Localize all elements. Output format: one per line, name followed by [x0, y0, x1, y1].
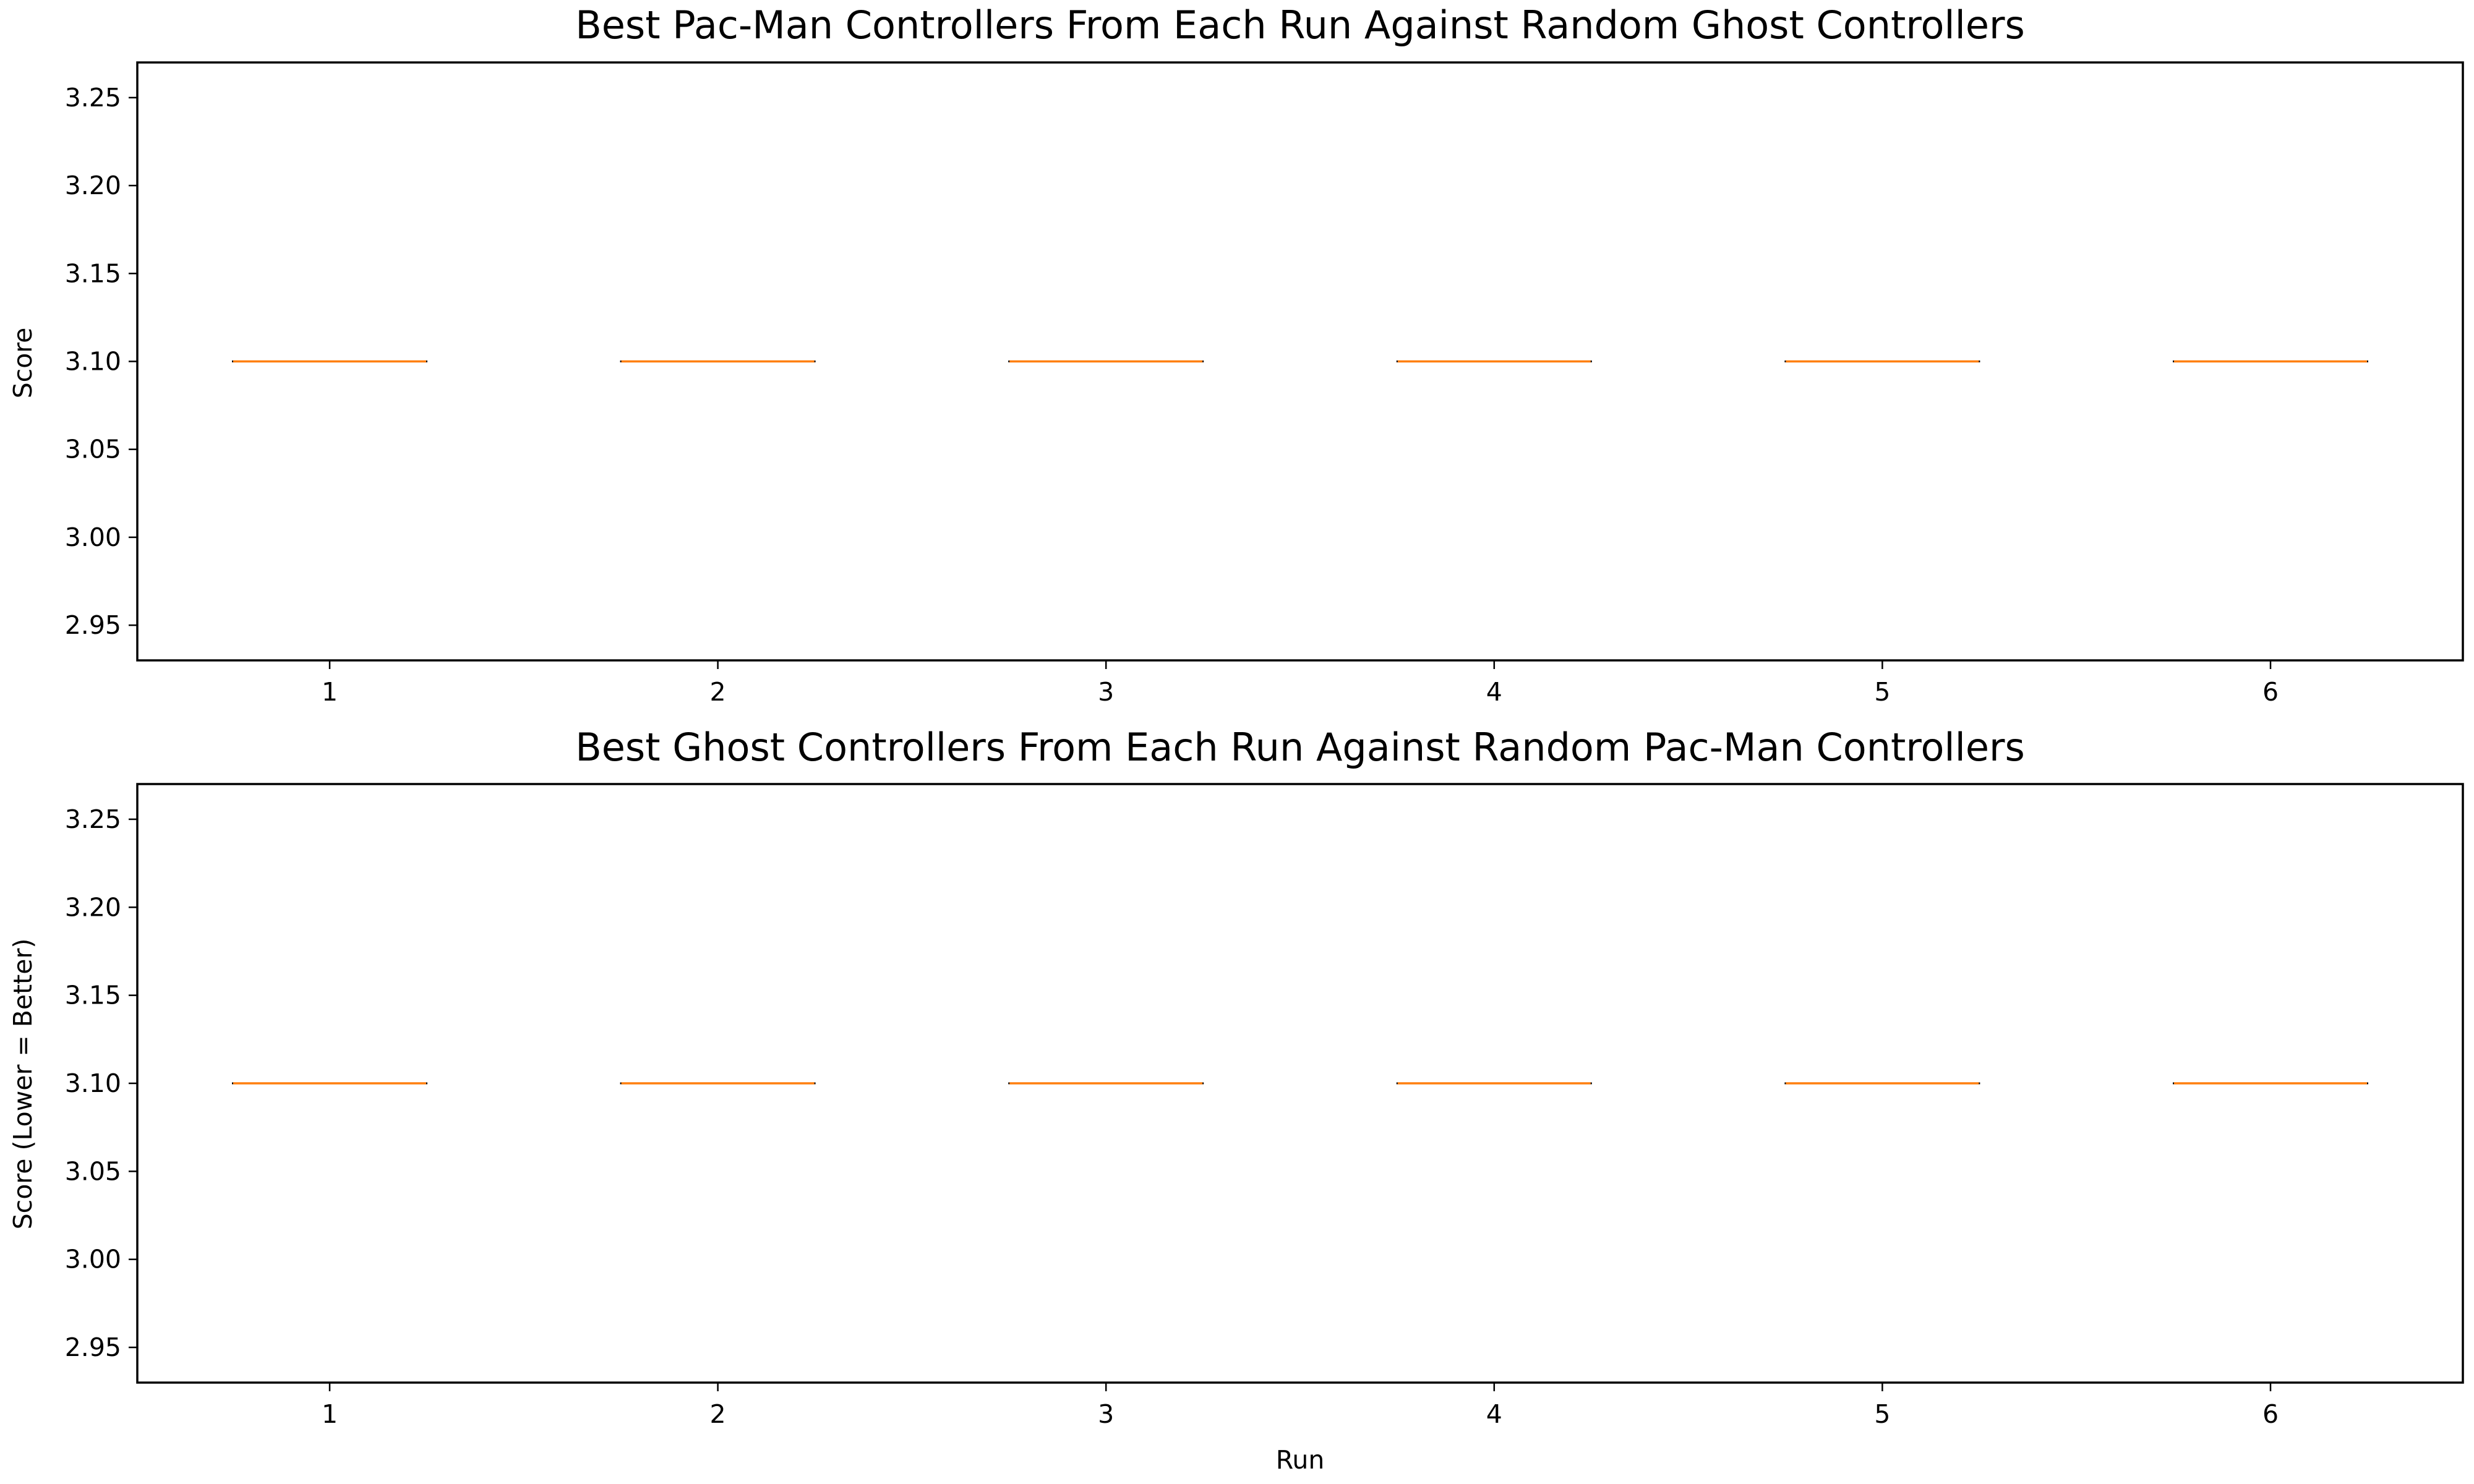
bottom-chart-x-tick-label: 2 [710, 1399, 726, 1429]
top-chart-y-tick-label: 3.05 [65, 435, 121, 464]
bottom-chart-marks: 2.95 3.00 3.05 3.10 3.15 3.20 3.25 1 2 3 4 5 6 [65, 804, 2368, 1429]
bottom-chart-y-tick-label: 3.20 [65, 892, 121, 922]
top-chart-x-tick-label: 4 [1486, 677, 1502, 707]
bottom-chart-plot-area [136, 783, 2464, 1384]
top-chart-y-tick-label: 3.25 [65, 83, 121, 113]
bottom-chart-x-tick-label: 6 [2262, 1399, 2279, 1429]
bottom-chart-title: Best Ghost Controllers From Each Run Aga… [575, 725, 2025, 770]
bottom-chart-panel: Best Ghost Controllers From Each Run Aga… [8, 725, 2464, 1475]
top-chart-plot-area [136, 61, 2464, 662]
top-chart-x-tick-label: 2 [710, 677, 726, 707]
top-chart-x-tick-label: 6 [2262, 677, 2279, 707]
top-chart-y-tick-label: 2.95 [65, 610, 121, 640]
top-chart-y-tick-label: 3.10 [65, 347, 121, 377]
bottom-chart-x-tick-label: 5 [1874, 1399, 1890, 1429]
bottom-chart-x-tick-label: 1 [322, 1399, 338, 1429]
top-chart-title: Best Pac-Man Controllers From Each Run A… [575, 2, 2025, 48]
bottom-chart-y-tick-label: 3.25 [65, 804, 121, 834]
top-chart-y-tick-label: 3.15 [65, 258, 121, 288]
top-chart-x-tick-label: 3 [1098, 677, 1114, 707]
top-chart-panel: Best Pac-Man Controllers From Each Run A… [8, 2, 2464, 707]
top-chart-y-tick-label: 3.00 [65, 522, 121, 552]
bottom-chart-y-tick-label: 3.15 [65, 981, 121, 1010]
top-chart-y-tick-label: 3.20 [65, 171, 121, 200]
bottom-chart-y-tick-label: 2.95 [65, 1333, 121, 1362]
bottom-chart-x-tick-label: 4 [1486, 1399, 1502, 1429]
bottom-chart-y-tick-label: 3.00 [65, 1245, 121, 1274]
bottom-chart-y-tick-label: 3.10 [65, 1068, 121, 1098]
bottom-chart-y-tick-label: 3.05 [65, 1156, 121, 1186]
top-chart-marks: 2.95 3.00 3.05 3.10 3.15 3.20 3.25 1 2 3 4 5 6 [65, 83, 2368, 707]
top-chart-x-tick-label: 5 [1874, 677, 1890, 707]
top-chart-y-axis-label: Score [8, 328, 38, 399]
bottom-chart-x-tick-label: 3 [1098, 1399, 1114, 1429]
bottom-chart-x-axis-label: Run [1276, 1445, 1325, 1475]
bottom-chart-y-axis-label: Score (Lower = Better) [8, 939, 38, 1230]
top-chart-x-tick-label: 1 [322, 677, 338, 707]
